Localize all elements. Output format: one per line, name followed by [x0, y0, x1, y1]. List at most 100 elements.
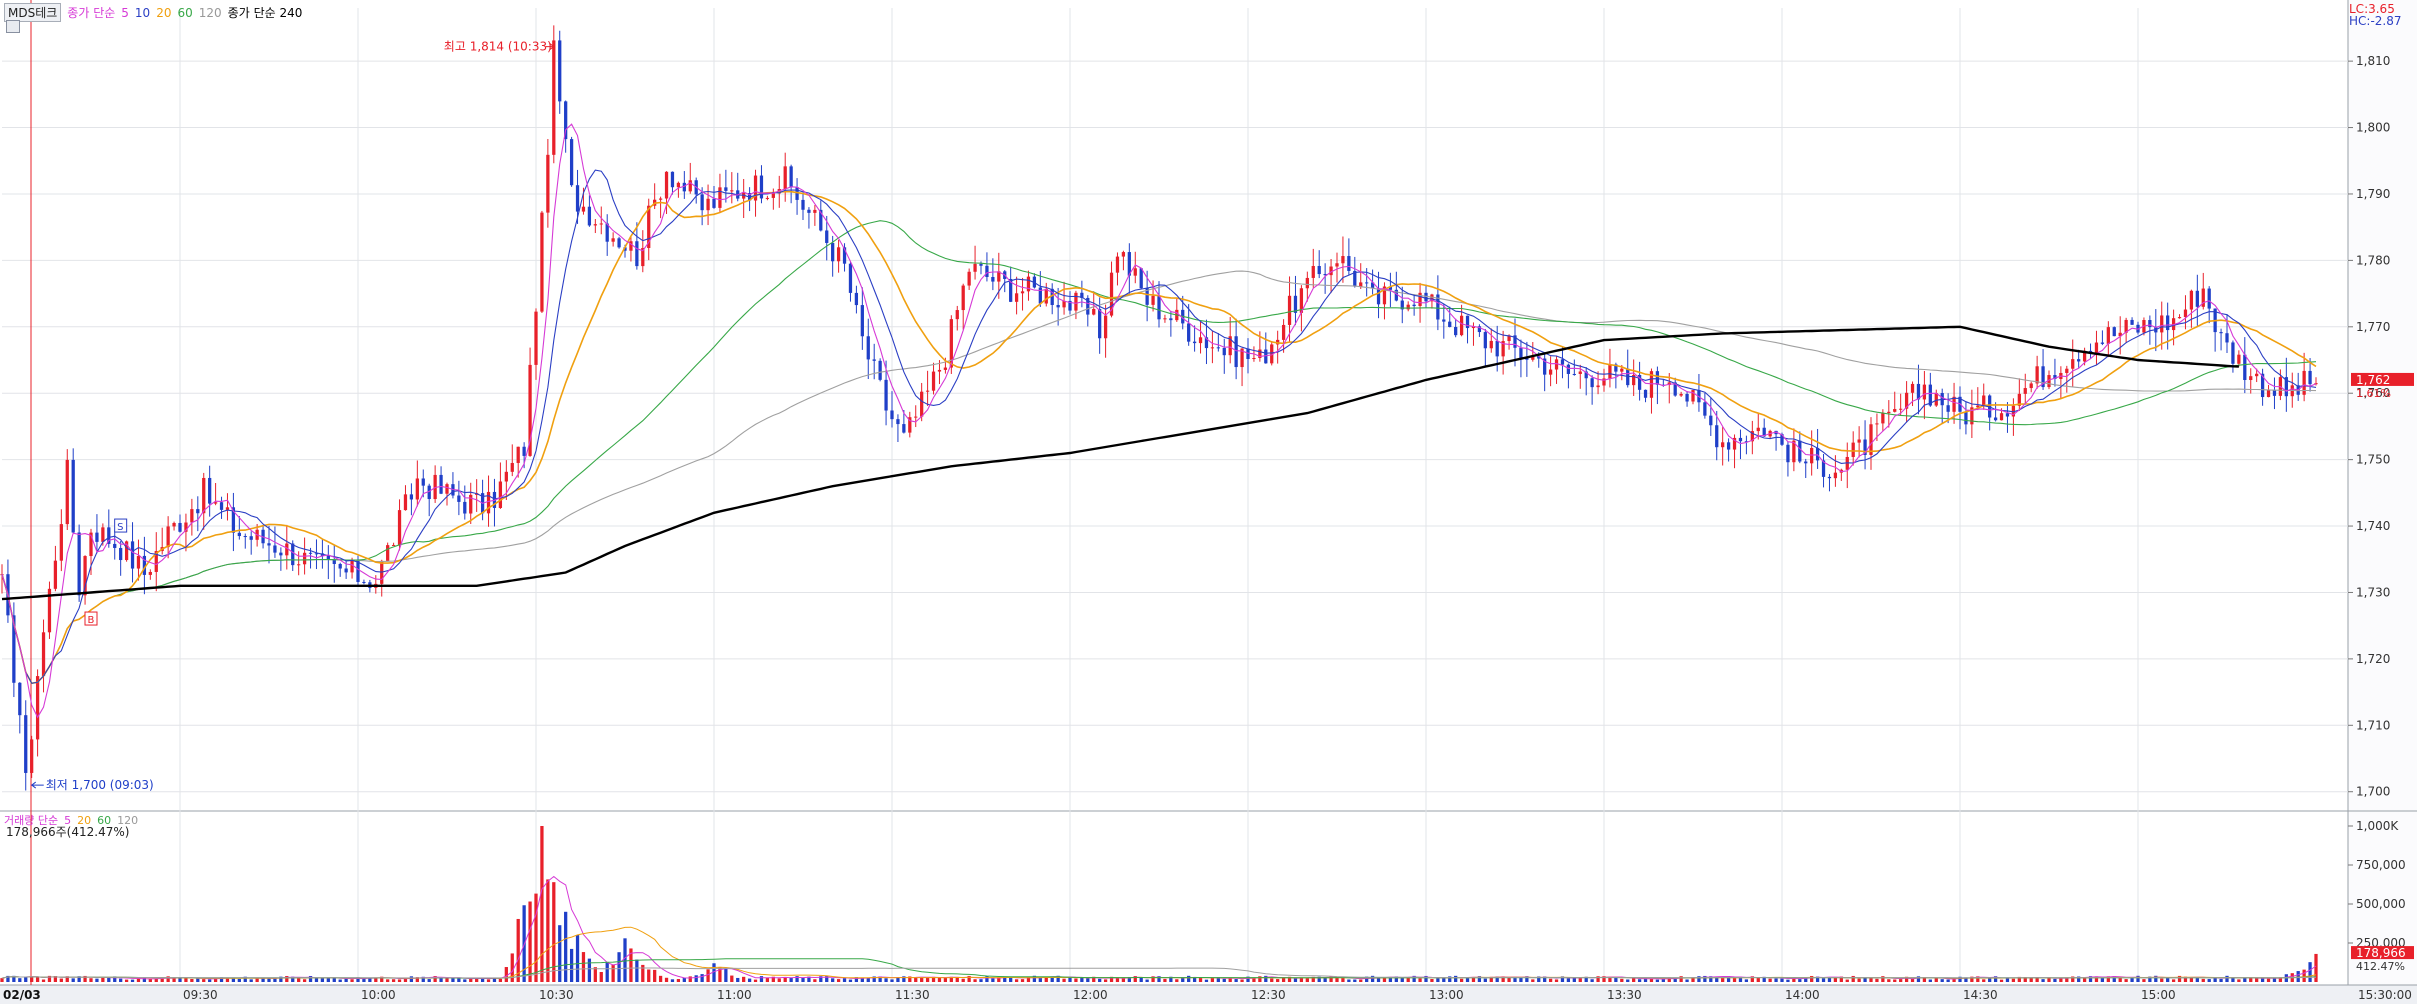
candle-body	[1999, 413, 2004, 421]
candle-body	[1026, 276, 1031, 292]
volume-bar	[1323, 977, 1327, 982]
volume-bar	[2308, 962, 2312, 982]
candle-body	[308, 552, 313, 554]
volume-bar	[1068, 976, 1072, 982]
volume-bar	[742, 976, 746, 982]
volume-bar	[77, 976, 81, 982]
candle-body	[1691, 390, 1695, 402]
candle-body	[890, 410, 894, 420]
volume-bar	[1163, 978, 1167, 982]
volume-bar	[2088, 976, 2093, 982]
volume-bar	[1115, 977, 1120, 982]
current-volume-text: 178,966주(412.47%)	[6, 825, 130, 839]
volume-bar	[1543, 976, 1547, 982]
candle-body	[546, 154, 550, 213]
volume-bar	[558, 925, 562, 982]
candle-body	[1115, 256, 1120, 273]
volume-bar	[261, 978, 265, 982]
candle-body	[1264, 349, 1268, 364]
volume-bar	[1726, 976, 1731, 982]
volume-ma-label: 거래량 단순	[4, 814, 59, 827]
candle-body	[1442, 319, 1446, 322]
volume-bar	[534, 893, 538, 982]
volume-bar	[1827, 977, 1832, 982]
volume-bar	[2029, 978, 2033, 982]
candle-body	[427, 485, 431, 500]
candle-body	[2302, 370, 2306, 395]
candle-body	[1388, 286, 1393, 290]
candle-body	[2065, 368, 2069, 373]
volume-bar	[6, 975, 10, 982]
candle-body	[2177, 317, 2182, 319]
ma5-line	[1, 123, 2317, 719]
volume-bar	[1928, 979, 1932, 982]
volume-bar	[2106, 976, 2110, 982]
volume-bar	[113, 976, 117, 982]
price-tick-label: 1,790	[2356, 187, 2390, 201]
candle-body	[1928, 384, 1932, 406]
volume-bar	[30, 976, 34, 982]
candle-body	[1323, 274, 1327, 276]
candle-body	[30, 739, 34, 773]
candle-body	[742, 193, 746, 199]
volume-bar	[1750, 976, 1754, 982]
volume-bar	[1572, 976, 1576, 982]
high-arrow-icon	[545, 43, 555, 50]
candle-body	[1222, 347, 1226, 356]
volume-bar	[920, 977, 924, 982]
candle-body	[688, 180, 692, 192]
candle-body	[587, 206, 592, 226]
candle-body	[101, 527, 105, 542]
volume-bar	[1732, 977, 1737, 982]
time-tick-label: 10:30	[539, 988, 574, 1002]
candle-body	[267, 543, 271, 546]
candle-body	[753, 175, 758, 201]
volume-bar	[2314, 953, 2318, 982]
volume-bar	[2272, 978, 2277, 982]
time-tick-label: 12:30	[1251, 988, 1286, 1002]
volume-bar	[2266, 978, 2271, 982]
candle-body	[961, 285, 965, 311]
candle-body	[676, 182, 681, 188]
volume-bar	[2023, 977, 2027, 982]
panel-menu-icon[interactable]	[6, 20, 20, 33]
candle-body	[1359, 282, 1363, 287]
volume-bar	[0, 978, 4, 982]
candle-body	[71, 459, 75, 533]
price-tick-label: 1,800	[2356, 121, 2390, 135]
volume-bar	[2278, 977, 2283, 982]
candle-body	[1525, 357, 1529, 360]
volume-bar	[1632, 978, 1636, 982]
candle-body	[552, 40, 556, 155]
candle-body	[2237, 354, 2241, 364]
candle-body	[2231, 342, 2235, 364]
candle-body	[1281, 324, 1286, 340]
candle-body	[1833, 472, 1838, 479]
volume-bar	[178, 977, 182, 982]
volume-bar	[1133, 976, 1137, 982]
lc-indicator: LC:3.65	[2349, 2, 2395, 16]
volume-bar	[1661, 978, 1665, 982]
candle-body	[397, 510, 402, 545]
price-tick-label: 1,810	[2356, 54, 2390, 68]
candle-body	[178, 522, 182, 532]
time-tick-label: 13:00	[1429, 988, 1464, 1002]
candle-body	[1673, 382, 1677, 396]
volume-bar	[2195, 977, 2199, 982]
volume-bar	[1009, 976, 1013, 982]
volume-bar	[1531, 979, 1535, 982]
candle-body	[391, 544, 396, 546]
candle-body	[2112, 327, 2116, 337]
candle-body	[415, 478, 419, 500]
candle-body	[765, 197, 770, 199]
stock-name-tag[interactable]: MDS테크	[4, 3, 62, 22]
volume-bar	[1839, 976, 1843, 982]
candle-body	[113, 543, 117, 548]
candle-body	[1400, 300, 1404, 310]
volume-bar	[866, 977, 870, 982]
candle-body	[1068, 300, 1072, 311]
candle-body	[605, 223, 609, 242]
candle-body	[1252, 358, 1256, 360]
candle-body	[623, 247, 627, 251]
